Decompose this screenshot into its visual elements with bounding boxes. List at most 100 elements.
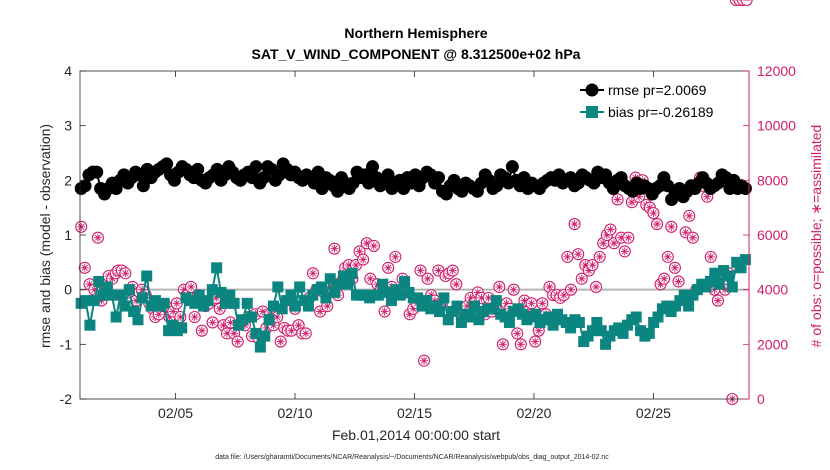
- bias-marker: [206, 284, 218, 296]
- rmse-marker: [90, 165, 104, 179]
- x-tick-label: 02/20: [516, 405, 551, 421]
- bias-marker: [451, 300, 463, 312]
- y-tick-label: -1: [60, 336, 73, 352]
- right-y-axis-label: # of obs: o=possible; ∗=assimilated: [808, 125, 824, 348]
- bias-marker: [93, 275, 105, 287]
- y-tick-label: 2: [64, 172, 72, 188]
- bias-marker: [101, 281, 113, 293]
- obs-count-point: [611, 193, 624, 206]
- right-y-tick-label: 4000: [757, 282, 788, 298]
- bias-marker: [259, 330, 271, 342]
- obs-count-point: [604, 223, 617, 236]
- y-tick-label: 3: [64, 118, 72, 134]
- legend-bias-label: bias pr=-0.26189: [608, 104, 714, 120]
- obs-count-point: [575, 272, 588, 285]
- rmse-marker: [661, 179, 675, 193]
- bias-marker: [106, 289, 118, 301]
- bias-marker: [713, 278, 725, 290]
- obs-count-point: [564, 283, 578, 296]
- bias-marker: [346, 267, 358, 279]
- bias-marker: [119, 300, 131, 312]
- obs-count-point: [367, 239, 380, 252]
- bias-series-layer: [75, 254, 751, 353]
- bias-marker: [276, 303, 288, 315]
- rmse-marker: [490, 179, 504, 193]
- bias-marker: [219, 297, 231, 309]
- obs-count-point: [514, 338, 527, 351]
- bias-marker: [202, 295, 214, 307]
- bias-marker: [381, 286, 393, 298]
- obs-count-point: [658, 272, 671, 285]
- rmse-marker: [432, 171, 446, 185]
- rmse-series-layer: [74, 157, 752, 206]
- obs-count-point: [686, 231, 699, 244]
- obs-count-point: [450, 278, 463, 291]
- x-axis-ticks: 02/05 02/10 02/15 02/20 02/25: [158, 71, 671, 421]
- bias-marker: [726, 281, 738, 293]
- obs-count-point: [593, 250, 606, 263]
- obs-count-point: [683, 209, 696, 222]
- bias-marker: [272, 281, 284, 293]
- bias-marker: [442, 314, 454, 326]
- obs-count-point: [382, 261, 395, 274]
- bias-marker: [464, 311, 476, 323]
- obs-count-point: [421, 272, 434, 285]
- rmse-marker: [257, 171, 271, 185]
- obs-count-point: [493, 280, 506, 293]
- bias-marker: [573, 316, 585, 328]
- rmse-marker: [505, 160, 519, 174]
- bias-marker: [438, 292, 450, 304]
- bias-marker: [530, 308, 542, 320]
- obs-count-point: [414, 264, 427, 277]
- bias-marker: [193, 289, 205, 301]
- obs-count-point: [231, 335, 244, 348]
- bias-marker: [246, 311, 258, 323]
- bias-marker: [110, 311, 122, 323]
- rmse-marker: [331, 184, 345, 198]
- bias-marker: [132, 314, 144, 326]
- right-y-axis-ticks: 0 2000 4000 6000 8000 10000 12000: [743, 63, 796, 407]
- obs-count-point: [206, 316, 219, 329]
- rmse-marker: [78, 179, 92, 193]
- obs-count-point: [704, 250, 717, 263]
- bias-marker: [136, 292, 148, 304]
- bias-marker: [591, 316, 603, 328]
- legend-bias-marker: [586, 106, 598, 118]
- x-tick-label: 02/25: [636, 405, 671, 421]
- bias-marker: [473, 314, 485, 326]
- bias-marker: [211, 262, 223, 274]
- bias-marker: [394, 289, 406, 301]
- bias-marker: [735, 262, 747, 274]
- y-tick-label: -2: [60, 391, 73, 407]
- obs-count-point: [91, 231, 104, 244]
- rmse-marker: [136, 179, 150, 193]
- right-y-tick-label: 0: [757, 391, 765, 407]
- obs-count-point: [586, 259, 599, 272]
- obs-count-point: [590, 280, 603, 293]
- bias-marker: [267, 300, 279, 312]
- obs-count-point: [572, 248, 585, 261]
- bias-marker: [543, 311, 555, 323]
- x-axis-label: Feb.01,2014 00:00:00 start: [332, 427, 500, 443]
- obs-count-point: [711, 294, 724, 307]
- y-tick-label: 1: [64, 227, 72, 243]
- bias-marker: [342, 278, 354, 290]
- bias-marker: [333, 278, 345, 290]
- bias-marker: [678, 289, 690, 301]
- obs-count-point: [389, 250, 402, 263]
- bias-marker: [176, 322, 188, 334]
- obs-count-point: [536, 297, 549, 310]
- obs-count-point: [274, 335, 287, 348]
- bias-marker: [241, 297, 253, 309]
- bias-marker: [739, 254, 751, 266]
- bias-marker: [189, 297, 201, 309]
- rmse-marker: [738, 182, 752, 196]
- rmse-marker: [315, 182, 329, 196]
- bias-marker: [490, 295, 502, 307]
- bias-marker: [565, 322, 577, 334]
- bias-marker: [372, 289, 384, 301]
- bias-marker: [643, 327, 655, 339]
- rmse-marker: [381, 168, 395, 182]
- obs-count-point: [119, 267, 132, 280]
- bias-marker: [455, 316, 467, 328]
